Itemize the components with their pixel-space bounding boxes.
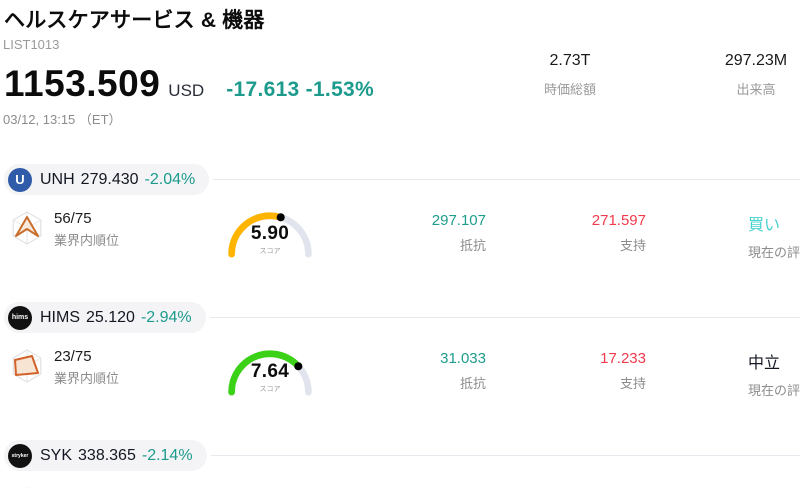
- stryker-logo-icon: stryker: [8, 443, 32, 468]
- rating-cell: 中立 現在の評価: [646, 345, 800, 399]
- rating-label: 現在の評価: [748, 383, 800, 398]
- rating-value: 買い: [748, 217, 781, 234]
- score-gauge: 7.77 スコア: [222, 479, 318, 488]
- stock-header: stryker SYK 338.365 -2.14%: [4, 440, 800, 471]
- industry-radar-icon: [12, 211, 42, 245]
- rank-text: 25/206 業界内順位: [54, 486, 119, 488]
- index-price: 1153.509: [4, 63, 161, 104]
- stock-details: 23/75 業界内順位 7.64 スコア 31.033 抵抗: [4, 345, 800, 407]
- stock-header: U UNH 279.430 -2.04%: [4, 164, 800, 195]
- support-value: 17.233: [600, 350, 646, 367]
- support-cell: 17.233 支持: [486, 345, 646, 392]
- resistance-label: 抵抗: [459, 376, 486, 391]
- divider: [213, 179, 800, 180]
- rating-value: 中立: [748, 355, 781, 372]
- support-cell: 271.597 支持: [486, 207, 646, 254]
- resistance-value: 297.107: [431, 212, 486, 229]
- stock-pill-unh[interactable]: U UNH 279.430 -2.04%: [4, 164, 210, 195]
- volume-stat: 297.23M 出来高: [712, 52, 800, 98]
- unh-logo-icon: U: [8, 167, 32, 192]
- stock-row-hims: hims HIMS 25.120 -2.94% 23/75 業界内順位: [4, 302, 800, 407]
- market-cap-stat: 2.73T 時価総額: [520, 52, 620, 98]
- industry-rank-label: 業界内順位: [54, 371, 120, 386]
- hims-logo-icon: hims: [8, 305, 32, 330]
- market-cap-value: 2.73T: [549, 52, 591, 69]
- index-change: -17.613 -1.53%: [226, 78, 374, 101]
- stock-details: 25/206 業界内順位 7.77 スコア 376.910 抵抗: [4, 483, 800, 488]
- volume-value: 297.23M: [724, 52, 788, 69]
- stock-change: -2.14%: [141, 446, 193, 464]
- rank-text: 23/75 業界内順位: [54, 348, 119, 387]
- page-title: ヘルスケアサービス & 機器: [4, 9, 265, 32]
- header: ヘルスケアサービス & 機器 LIST1013 1153.509 USD -17…: [3, 4, 800, 128]
- ticker-symbol: HIMS: [40, 308, 80, 326]
- resistance-cell: 376.910 抵抗: [326, 483, 486, 488]
- support-label: 支持: [619, 376, 646, 391]
- rank-cell: 56/75 業界内順位: [8, 207, 222, 249]
- rating-label: 現在の評価: [748, 245, 800, 260]
- list-id: LIST1013: [3, 37, 60, 52]
- score-label: スコア: [259, 248, 281, 255]
- divider: [209, 317, 800, 318]
- support-value: 271.597: [591, 212, 646, 229]
- gauge-text: 5.90 スコア: [222, 223, 318, 256]
- score-value: 7.64: [250, 361, 290, 382]
- resistance-value: 31.033: [440, 350, 486, 367]
- currency-label: USD: [168, 81, 205, 100]
- stock-price: 338.365: [78, 446, 136, 464]
- stock-change: -2.04%: [144, 170, 196, 188]
- volume-label: 出来高: [736, 82, 776, 97]
- ticker-symbol: UNH: [40, 170, 75, 188]
- industry-rank-label: 業界内順位: [54, 233, 120, 248]
- stock-details: 56/75 業界内順位 5.90 スコア 297.107 抵抗: [4, 207, 800, 269]
- score-gauge: 7.64 スコア: [222, 341, 318, 403]
- price-row: 1153.509 USD -17.613 -1.53%: [4, 65, 800, 102]
- industry-rank-value: 56/75: [54, 210, 92, 227]
- support-label: 支持: [619, 238, 646, 253]
- score-value: 5.90: [250, 223, 290, 244]
- industry-rank-value: 23/75: [54, 348, 92, 365]
- stock-row-syk: stryker SYK 338.365 -2.14% 25/206 業界内順位: [4, 440, 800, 488]
- header-stats: 2.73T 時価総額 297.23M 出来高: [0, 52, 796, 98]
- industry-radar-icon: [12, 349, 42, 383]
- stock-change: -2.94%: [140, 308, 192, 326]
- stock-pill-syk[interactable]: stryker SYK 338.365 -2.14%: [4, 440, 207, 471]
- resistance-label: 抵抗: [459, 238, 486, 253]
- score-label: スコア: [259, 386, 281, 393]
- score-gauge: 5.90 スコア: [222, 203, 318, 265]
- gauge-text: 7.64 スコア: [222, 361, 318, 394]
- stock-pill-hims[interactable]: hims HIMS 25.120 -2.94%: [4, 302, 206, 333]
- resistance-cell: 297.107 抵抗: [326, 207, 486, 254]
- stock-price: 25.120: [86, 308, 135, 326]
- timestamp: 03/12, 13:15 （ET）: [3, 112, 122, 127]
- rank-cell: 23/75 業界内順位: [8, 345, 222, 387]
- rank-text: 56/75 業界内順位: [54, 210, 119, 249]
- rating-cell: 買い 現在の評価: [646, 207, 800, 261]
- resistance-cell: 31.033 抵抗: [326, 345, 486, 392]
- divider: [210, 455, 800, 456]
- ticker-symbol: SYK: [40, 446, 73, 464]
- stock-price: 279.430: [80, 170, 139, 188]
- support-cell: 327.070 支持: [486, 483, 646, 488]
- rank-cell: 25/206 業界内順位: [8, 483, 222, 488]
- industry-rank-value: 25/206: [54, 486, 119, 488]
- stock-row-unh: U UNH 279.430 -2.04% 56/75 業界内順位: [4, 164, 800, 269]
- rating-cell: 買い 現在の評価: [646, 483, 800, 488]
- stock-header: hims HIMS 25.120 -2.94%: [4, 302, 800, 333]
- market-cap-label: 時価総額: [543, 82, 596, 97]
